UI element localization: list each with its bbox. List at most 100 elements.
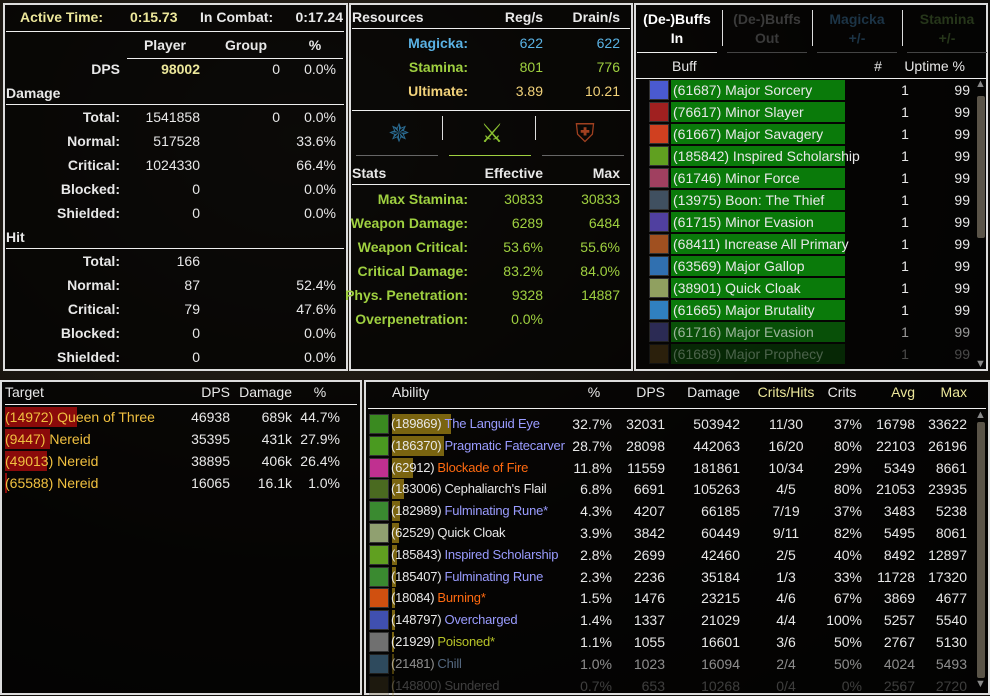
ability-name[interactable]: Quick Cloak xyxy=(437,525,506,540)
buff-uptime: 99 xyxy=(954,302,970,318)
dps-pct: 0.0% xyxy=(304,61,336,77)
ability-label[interactable]: (148800) Sundered xyxy=(391,678,499,694)
resource-stamina-label: Stamina: xyxy=(408,59,468,75)
buffs-tab-2-sub[interactable]: +/- xyxy=(848,30,866,46)
ability-max: 12897 xyxy=(928,546,967,563)
ability-label[interactable]: (148797) Overcharged xyxy=(391,612,518,628)
stat-tab-underline xyxy=(542,155,624,156)
ability-label[interactable]: (62529) Quick Cloak xyxy=(391,525,506,541)
resistance-shield-icon[interactable]: ⛨ xyxy=(575,118,595,148)
buff-count: 1 xyxy=(901,236,909,252)
ability-pct: 4.3% xyxy=(580,503,612,520)
ability-name[interactable]: Pragmatic Fatecarver xyxy=(444,437,565,453)
col-crits: Crits xyxy=(827,384,857,400)
ability-id: (182989) xyxy=(391,503,442,519)
stat-pct: 0.0% xyxy=(304,205,336,221)
resources-title: Resources xyxy=(352,9,424,25)
ability-label[interactable]: (185843) Inspired Scholarship xyxy=(391,547,558,563)
ability-label[interactable]: (189869) The Languid Eye xyxy=(391,416,540,432)
ability-id: (186370) xyxy=(391,437,442,453)
ability-damage: 21029 xyxy=(701,612,740,629)
buff-uptime-bar xyxy=(671,344,846,364)
buff-count: 1 xyxy=(901,258,909,274)
buffs-tab-0[interactable]: (De-)Buffs xyxy=(643,11,711,27)
buff-icon xyxy=(649,344,669,364)
buffs-tab-1-sub[interactable]: Out xyxy=(754,30,780,46)
tab-separator xyxy=(442,116,443,140)
divider xyxy=(352,184,630,185)
ability-label[interactable]: (185407) Fulminating Rune xyxy=(391,569,543,585)
target-dps: 38895 xyxy=(191,453,230,469)
ability-damage: 16094 xyxy=(701,655,740,672)
stamina-weapon-icon[interactable]: ⚔ xyxy=(480,118,504,148)
buffs-tab-3[interactable]: Stamina xyxy=(919,11,975,27)
resource-ultimate-label: Ultimate: xyxy=(408,83,468,99)
buffs-tab-0-sub[interactable]: In xyxy=(670,30,684,46)
scroll-down-icon[interactable]: ▼ xyxy=(975,678,986,690)
col-max: Max xyxy=(940,384,967,400)
target-name[interactable]: (14972) Queen of Three xyxy=(5,409,155,425)
ability-name[interactable]: Cephaliarch's Flail xyxy=(444,481,547,497)
ability-label[interactable]: (182989) Fulminating Rune* xyxy=(391,503,548,519)
buff-name: (63569) Major Gallop xyxy=(673,258,805,274)
ability-label[interactable]: (183006) Cephaliarch's Flail xyxy=(391,481,547,497)
ability-label[interactable]: (18084) Burning* xyxy=(391,590,486,606)
ability-dps: 6691 xyxy=(633,481,665,498)
stat-label: Shielded: xyxy=(56,349,120,365)
target-name[interactable]: (9447) Nereid xyxy=(5,431,91,447)
resource-reg: 801 xyxy=(519,59,543,75)
divider xyxy=(352,110,630,111)
target-name[interactable]: (49013) Nereid xyxy=(5,453,99,469)
buffs-tab-2[interactable]: Magicka xyxy=(829,11,885,27)
tab-underline xyxy=(817,52,897,53)
ability-name[interactable]: Blockade of Fire xyxy=(437,459,529,475)
scroll-down-icon[interactable]: ▼ xyxy=(975,358,986,370)
ability-label[interactable]: (186370) Pragmatic Fatecarver xyxy=(391,438,565,454)
ability-id: (21481) xyxy=(391,655,435,671)
ability-label[interactable]: (21929) Poisoned* xyxy=(391,634,495,650)
ability-damage: 16601 xyxy=(701,634,740,650)
target-share-bar xyxy=(5,473,7,493)
ability-avg: 3483 xyxy=(883,503,915,520)
buff-name: (61716) Major Evasion xyxy=(673,324,814,340)
ability-dps: 653 xyxy=(641,677,665,694)
ability-name[interactable]: Sundered xyxy=(444,677,500,693)
ability-id: (21929) xyxy=(391,634,435,649)
ability-name[interactable]: Poisoned* xyxy=(437,634,495,649)
ability-name[interactable]: Inspired Scholarship xyxy=(444,546,559,562)
ability-name[interactable]: Overcharged xyxy=(444,612,518,628)
ability-label[interactable]: (21481) Chill xyxy=(391,656,462,672)
ability-name[interactable]: Chill xyxy=(437,655,462,671)
overview-panel xyxy=(3,3,348,371)
ability-pct: 6.8% xyxy=(580,481,612,498)
ability-max: 17320 xyxy=(928,568,967,585)
ability-name[interactable]: Fulminating Rune xyxy=(444,568,544,584)
ability-crits: 0% xyxy=(841,677,862,694)
ability-name[interactable]: The Languid Eye xyxy=(444,416,540,431)
buff-icon xyxy=(649,124,669,144)
ability-crits: 33% xyxy=(833,568,862,585)
buffs-tab-1[interactable]: (De-)Buffs xyxy=(733,11,801,27)
magicka-spell-icon[interactable]: ✵ xyxy=(388,118,410,148)
scroll-up-icon[interactable]: ▲ xyxy=(975,409,986,421)
ability-label[interactable]: (62912) Blockade of Fire xyxy=(391,460,528,476)
ability-damage: 35184 xyxy=(701,568,740,585)
ability-name[interactable]: Burning* xyxy=(437,590,486,606)
stat-effective: 6289 xyxy=(511,215,543,231)
buff-icon xyxy=(649,168,669,188)
ability-crits: 37% xyxy=(833,416,862,432)
stat-max: 84.0% xyxy=(580,263,620,279)
scrollbar-buffs[interactable] xyxy=(977,96,985,238)
buff-count: 1 xyxy=(901,148,909,164)
col-uptime: Uptime % xyxy=(904,58,965,74)
ability-crits: 80% xyxy=(833,481,862,498)
scroll-up-icon[interactable]: ▲ xyxy=(975,78,986,90)
ability-avg: 2567 xyxy=(883,677,915,694)
target-name[interactable]: (65588) Nereid xyxy=(5,475,99,491)
ability-name[interactable]: Fulminating Rune* xyxy=(444,503,548,519)
col-reg: Reg/s xyxy=(504,9,543,25)
ability-avg: 4024 xyxy=(883,655,915,672)
scrollbar-abilities[interactable] xyxy=(977,422,985,678)
buffs-tab-3-sub[interactable]: +/- xyxy=(938,30,956,46)
ability-icon xyxy=(369,653,389,674)
